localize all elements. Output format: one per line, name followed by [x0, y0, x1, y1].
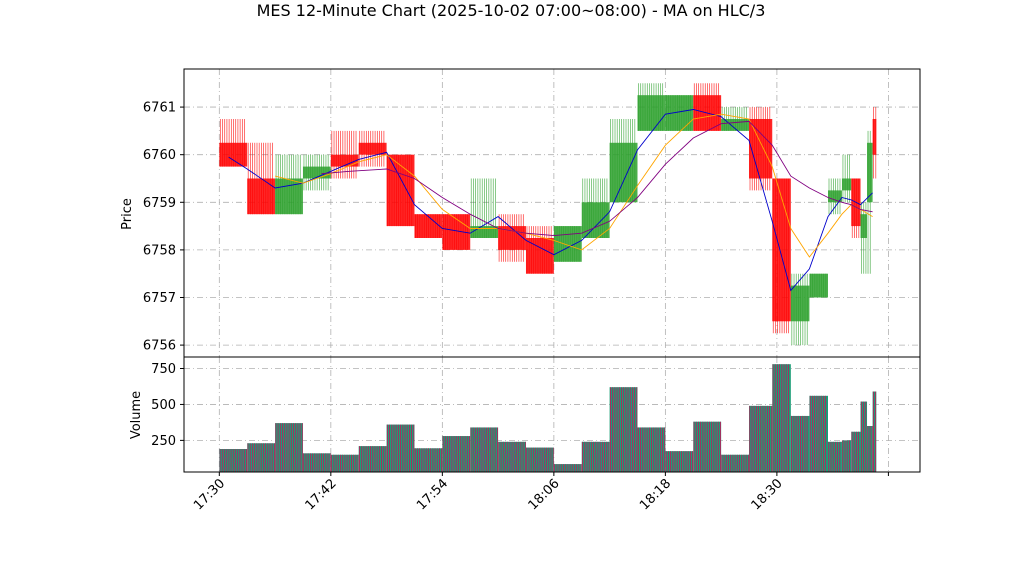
volume-bars: [219, 364, 877, 472]
x-tick-label: 17:42: [303, 476, 340, 513]
price-y-tick-label: 6759: [143, 196, 176, 211]
candle-body-up: [581, 202, 610, 238]
candle-body-down: [330, 154, 359, 167]
price-y-tick-label: 6758: [143, 243, 176, 258]
volume-y-tick-label: 500: [151, 398, 176, 413]
moving-average-line: [321, 120, 873, 237]
x-tick-label: 17:30: [191, 476, 228, 513]
candle-body-up: [828, 190, 842, 203]
x-tick-label: 17:54: [414, 476, 451, 513]
candle-body-down: [442, 214, 471, 250]
chart-title: MES 12-Minute Chart (2025-10-02 07:00~08…: [257, 1, 766, 20]
x-tick-label: 18:30: [749, 476, 786, 513]
volume-bar: [851, 431, 861, 472]
price-y-tick-label: 6761: [143, 101, 176, 116]
volume-plot-frame: [183, 356, 921, 473]
candle-body-up: [867, 142, 873, 203]
candle-body-down: [525, 237, 554, 274]
price-panel: 6756 6757 6758 6759 6760 6761 Price: [120, 68, 921, 358]
candle-body-down: [772, 178, 791, 322]
candle-body-up: [809, 273, 828, 298]
price-y-tick-label: 6760: [143, 148, 176, 163]
candle-body-up: [721, 118, 750, 131]
candle-body-up: [790, 285, 810, 322]
price-y-tick-label: 6757: [143, 291, 176, 306]
volume-y-ticks: 250 500 750: [151, 362, 184, 449]
candle-body-up: [302, 166, 331, 179]
x-tick-label: 18:18: [637, 476, 674, 513]
price-candles: [219, 83, 877, 346]
volume-bar: [872, 391, 877, 472]
candle-body-up: [553, 226, 582, 262]
candle-body-down: [358, 142, 387, 155]
volume-y-tick-label: 750: [151, 362, 176, 377]
moving-average-line: [228, 109, 873, 292]
candle-body-up: [470, 226, 499, 238]
candle-body-up: [860, 214, 868, 238]
volume-y-tick-label: 250: [151, 434, 176, 449]
price-y-tick-label: 6756: [143, 339, 176, 354]
candle-body-up: [841, 178, 852, 191]
candle-body-up: [665, 95, 694, 131]
candle-body-down: [414, 214, 443, 238]
candle-body-down: [749, 118, 773, 179]
candle-body-down: [872, 118, 877, 155]
candle-body-down: [498, 226, 526, 250]
volume-axis-label: Volume: [129, 391, 144, 439]
moving-average-lines: [228, 109, 873, 292]
x-tick-label: 18:06: [526, 476, 563, 513]
candle-body-down: [247, 178, 276, 215]
candle-body-up: [609, 142, 638, 203]
candle-body-down: [386, 154, 415, 227]
x-axis-ticks: 17:30 17:42 17:54 18:06 18:18 18:30: [191, 472, 889, 513]
volume-bar: [828, 441, 842, 472]
candle-body-down: [219, 142, 248, 167]
volume-panel: 250 500 750 Volume: [129, 356, 921, 473]
volume-bar: [841, 440, 852, 472]
moving-average-line: [274, 113, 873, 258]
candle-body-up: [637, 95, 666, 131]
price-axis-label: Price: [120, 198, 135, 230]
price-y-ticks: 6756 6757 6758 6759 6760 6761: [143, 101, 184, 354]
